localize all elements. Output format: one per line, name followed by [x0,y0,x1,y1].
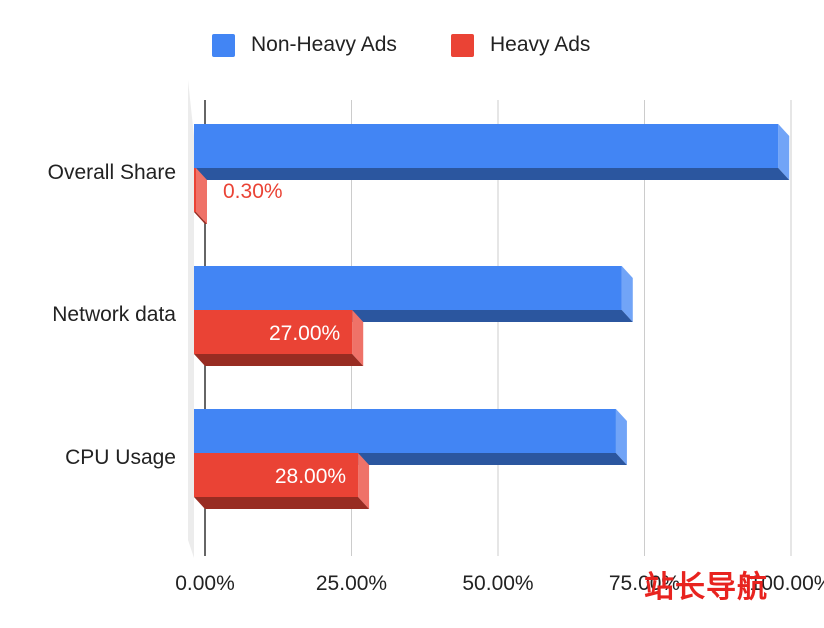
x-tick-label: 75.00% [609,572,680,595]
legend-swatch-heavy-ads [451,33,474,57]
watermark-logo: 站长导航 [644,570,768,605]
plot-side-wall [188,80,194,558]
bar-bottom-non-heavy-ads [194,168,790,180]
bar-heavy-ads [194,453,359,497]
bar-bottom-heavy-ads [194,497,370,509]
bar-heavy-ads [194,310,353,354]
category-label: CPU Usage [65,446,176,469]
legend: Non-Heavy Ads Heavy Ads [0,30,824,60]
x-tick-label: 25.00% [316,572,387,595]
bar-side-heavy-ads [358,453,370,509]
x-tick-label: 100.00% [750,572,824,595]
category-label: Network data [52,303,176,326]
bar-bottom-heavy-ads [194,354,364,366]
bar-heavy-ads [194,168,196,212]
legend-label-heavy-ads: Heavy Ads [490,33,591,56]
data-label: 28.00% [275,465,346,488]
x-tick-label: 0.00% [175,572,235,595]
bar-side-heavy-ads [196,168,207,224]
bar-side-non-heavy-ads [615,409,627,465]
data-label: 0.30% [223,180,283,203]
data-label: 27.00% [269,322,340,345]
legend-item-non-heavy-ads[interactable]: Non-Heavy Ads [212,30,397,60]
legend-item-heavy-ads[interactable]: Heavy Ads [451,30,590,60]
bar-non-heavy-ads [194,409,616,453]
category-label: Overall Share [48,161,176,184]
legend-label-non-heavy-ads: Non-Heavy Ads [251,33,397,56]
bar-bottom-heavy-ads [194,212,207,224]
bar-side-non-heavy-ads [621,266,633,322]
legend-swatch-non-heavy-ads [212,33,235,57]
x-tick-label: 50.00% [462,572,533,595]
bar-side-heavy-ads [352,310,364,366]
bar-non-heavy-ads [194,266,622,310]
bar-non-heavy-ads [194,124,779,168]
bar-side-non-heavy-ads [778,124,790,180]
